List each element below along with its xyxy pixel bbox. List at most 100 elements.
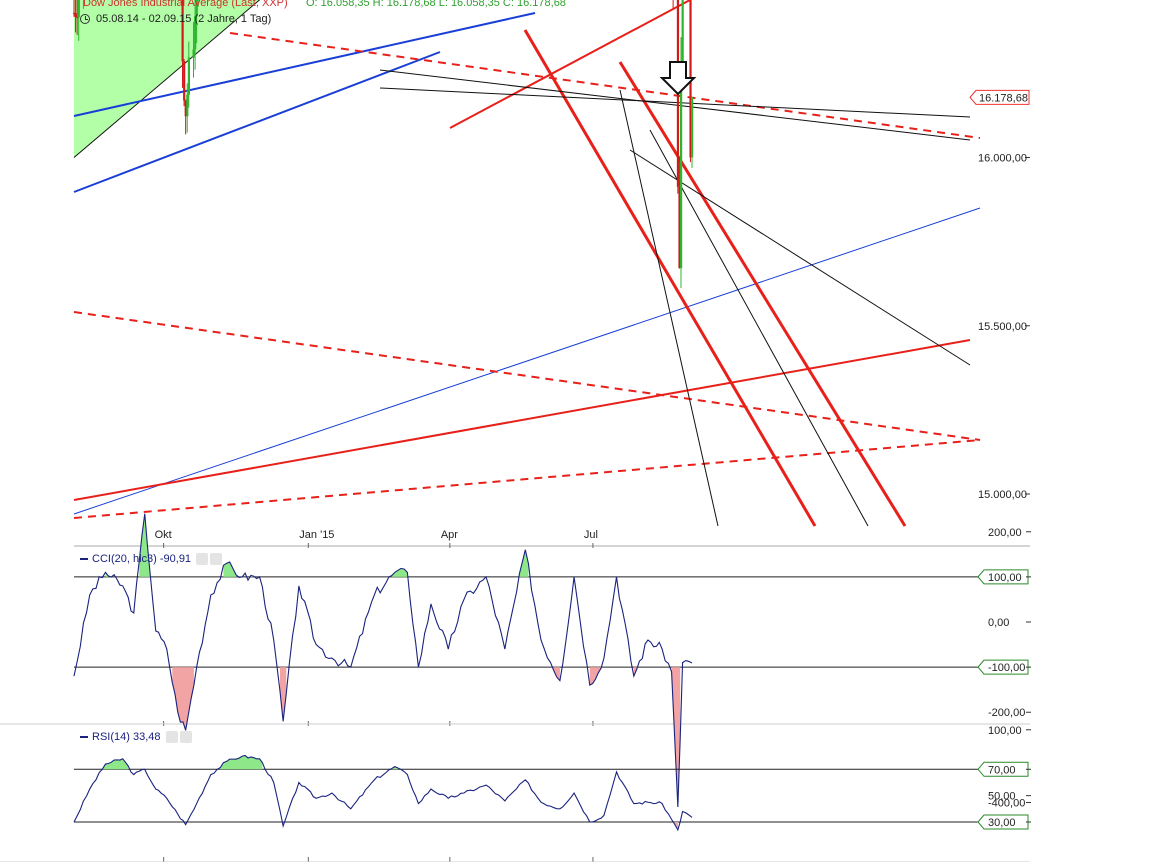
x-axis-label: Okt	[155, 529, 172, 541]
price-axis-label: 15.000,00	[978, 489, 1027, 501]
reference-label: 70,00	[988, 764, 1016, 776]
black-fan-line-4	[619, 89, 719, 527]
axis-label: -200,00	[988, 707, 1025, 719]
overbought-fill	[102, 758, 129, 770]
candle-body	[194, 16, 197, 50]
date-range: 05.08.14 - 02.09.15 (2 Jahre, 1 Tag)	[96, 13, 272, 25]
candle-body	[691, 97, 694, 158]
candle	[194, 0, 197, 70]
black-fan-line-2	[379, 69, 971, 141]
black-fan-line-5	[649, 129, 869, 527]
candle-body	[186, 94, 189, 117]
candle	[73, 0, 76, 17]
price-axis-label: 16.000,00	[978, 153, 1027, 165]
blue-trendline-mid	[73, 51, 441, 193]
ohlc-readout: O: 16.058,35 H: 16.178,68 L: 16.058,35 C…	[306, 0, 566, 9]
candle	[82, 0, 84, 9]
red-support-line	[73, 339, 971, 501]
blue-trendline-upper	[73, 12, 536, 117]
reference-label: 100,00	[988, 572, 1022, 584]
rsi-last-value: 33,48	[132, 731, 161, 743]
candle-body	[679, 65, 683, 269]
oversold-fill	[553, 667, 560, 681]
candle	[183, 59, 186, 107]
candle	[76, 0, 79, 36]
candle-body	[181, 0, 184, 62]
last-price-label: 16.178,68	[979, 92, 1028, 104]
indicator-line	[73, 754, 693, 832]
candle	[187, 41, 190, 108]
candle-body	[192, 49, 195, 58]
red-dashed-resistance	[229, 32, 981, 139]
overbought-fill	[220, 755, 263, 770]
overbought-fill	[139, 513, 151, 577]
candle-body	[681, 0, 684, 66]
overbought-fill	[519, 549, 529, 577]
candle-body	[77, 0, 80, 18]
clock-icon	[80, 14, 90, 24]
oversold-fill	[671, 667, 681, 807]
black-fan-line-3	[629, 149, 971, 366]
rsi-legend[interactable]: RSI(14) 33,48	[80, 731, 192, 744]
rsi-series-swatch	[80, 736, 88, 739]
candle	[184, 99, 187, 135]
settings-icon[interactable]	[165, 731, 178, 744]
channel-lower-line	[73, 0, 261, 158]
red-falling-line-a	[523, 29, 817, 527]
cci-legend[interactable]: CCI(20, hlc3) -90,91	[80, 553, 223, 566]
rsi-title: RSI(14)	[92, 731, 130, 743]
candle	[74, 0, 77, 33]
cci-pane: 100,00 -100,00 200,00 0,00 -200,00 -400,00	[0, 513, 1031, 809]
overbought-fill	[391, 568, 408, 577]
candle-body	[678, 186, 681, 269]
x-axis-label: Apr	[441, 529, 458, 541]
rsi-pane: 70,00 30,00 100,00 50,00	[0, 725, 1031, 862]
overbought-fill	[223, 561, 236, 577]
last-price-marker	[969, 89, 1030, 105]
black-fan-line-1	[379, 87, 971, 118]
red-falling-line-b	[618, 61, 907, 527]
indicator-line	[73, 513, 693, 808]
candle	[192, 21, 195, 78]
chart-title: Dow Jones Industrial Average (Last, XXP)	[83, 0, 288, 9]
reference-label: 30,00	[988, 817, 1016, 829]
axis-label: -400,00	[988, 797, 1025, 809]
axis-label: 100,00	[988, 725, 1022, 737]
cci-series-swatch	[80, 558, 88, 561]
candle-body	[74, 13, 77, 18]
candle	[186, 83, 189, 133]
red-dashed-support	[73, 311, 981, 441]
candle-body	[76, 17, 79, 19]
candle-body	[73, 12, 76, 14]
candle	[676, 0, 680, 194]
close-icon[interactable]	[210, 553, 223, 566]
oversold-fill	[172, 667, 194, 731]
candle	[195, 0, 198, 44]
candle	[691, 96, 694, 168]
drawing-layer	[73, 0, 981, 527]
candle	[77, 0, 80, 41]
cci-title: CCI(20, hlc3)	[92, 553, 157, 565]
x-axis-label: Jul	[584, 529, 598, 541]
cci-last-value: -90,91	[159, 553, 192, 565]
x-axis-label: Jan '15	[299, 529, 334, 541]
axis-label: 50,00	[988, 791, 1016, 803]
settings-icon[interactable]	[196, 553, 209, 566]
candle	[678, 156, 681, 269]
reference-label: -100,00	[988, 662, 1025, 674]
down-arrow-icon	[659, 61, 697, 96]
oversold-fill	[589, 667, 602, 686]
candle-body	[195, 0, 198, 17]
candle-body	[187, 57, 190, 95]
blue-trendline-long	[73, 207, 981, 515]
axis-label: 0,00	[988, 617, 1009, 629]
axis-label: 200,00	[988, 527, 1022, 539]
close-icon[interactable]	[179, 731, 192, 744]
candle-body	[184, 100, 187, 117]
candle-body	[183, 61, 186, 101]
red-rising-line-a	[449, 0, 691, 129]
red-dashed-lower	[73, 439, 981, 519]
